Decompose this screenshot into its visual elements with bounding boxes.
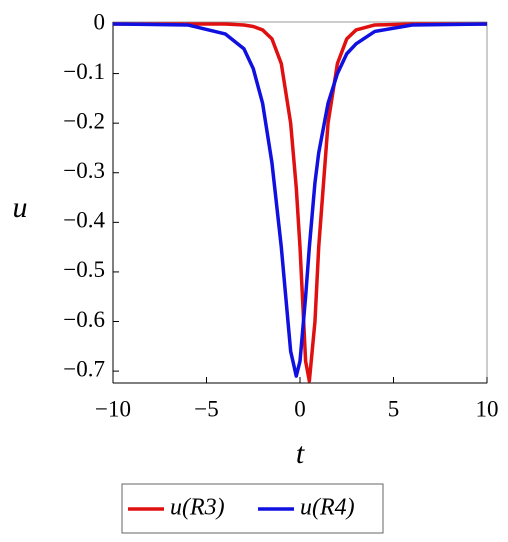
data-line xyxy=(112,22,488,378)
x-tick-label: 10 xyxy=(476,396,499,421)
legend-box xyxy=(121,483,384,534)
x-axis-label: t xyxy=(296,437,305,470)
y-tick-label: −0.7 xyxy=(63,356,105,381)
y-tick-label: −0.3 xyxy=(63,158,105,183)
data-line xyxy=(113,22,487,383)
legend-label: u(R3) xyxy=(170,495,225,521)
legend-label: u(R4) xyxy=(300,495,355,521)
x-tick-label: −10 xyxy=(95,396,131,421)
plot-frame xyxy=(112,21,488,384)
y-tick-label: −0.5 xyxy=(63,257,105,282)
y-axis-label: u xyxy=(13,191,28,224)
x-tick-label: −5 xyxy=(194,396,218,421)
y-tick-label: 0 xyxy=(94,9,106,34)
y-tick-label: −0.2 xyxy=(63,108,105,133)
y-tick-label: −0.4 xyxy=(63,208,105,233)
x-tick-label: 5 xyxy=(388,396,400,421)
x-tick-label: 0 xyxy=(294,396,306,421)
y-tick-label: −0.6 xyxy=(63,307,105,332)
y-tick-label: −0.1 xyxy=(63,59,105,84)
